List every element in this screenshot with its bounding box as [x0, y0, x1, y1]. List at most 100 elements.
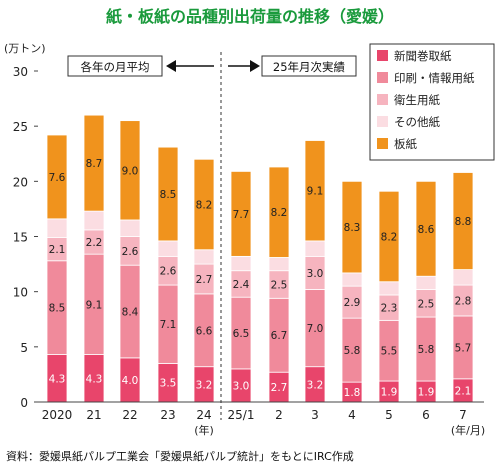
bar-value-label: 2.3: [381, 303, 398, 315]
legend-swatch: [377, 50, 388, 61]
bar-value-label: 5.8: [418, 344, 435, 356]
legend-swatch: [377, 138, 388, 149]
bar-value-label: 8.2: [196, 200, 213, 212]
x-tick-label: 23: [160, 408, 175, 422]
bar-stack-group: 4.3 8.5 2.1 7.6 4.3 9.1 2.2 8.7 4.0 8.4 2.6 9.0 3.5 7…: [46, 114, 474, 403]
bar-segment: [378, 190, 400, 283]
x-tick-label: 4: [348, 408, 356, 422]
bar-segment: [230, 171, 252, 257]
x-tick-label: 2020: [42, 408, 73, 422]
legend-swatch: [377, 72, 388, 83]
bar-value-label: 3.0: [307, 268, 324, 280]
x-axis-tick-labels: 2020 21 22 23 24 25/1 2 3 4 5 6 7: [42, 408, 467, 422]
bar-segment: [157, 240, 179, 257]
y-tick-label: 25: [13, 120, 28, 134]
legend-item: 板紙: [377, 137, 417, 151]
legend-item: 新聞巻取紙: [377, 49, 452, 63]
bar-segment: [304, 240, 326, 257]
y-tick-label: 20: [13, 175, 28, 189]
bar-value-label: 2.7: [196, 274, 213, 286]
bar-stack: 4.3 9.1 2.2 8.7: [83, 114, 105, 403]
legend-label: 板紙: [394, 137, 417, 151]
bar-value-label: 8.6: [418, 224, 435, 236]
bar-value-label: 2.6: [160, 266, 177, 278]
bar-value-label: 8.5: [160, 189, 177, 201]
bar-value-label: 2.7: [271, 382, 288, 394]
y-tick-label: 10: [13, 286, 28, 300]
bar-segment: [341, 180, 363, 274]
bar-value-label: 9.1: [86, 299, 103, 311]
bar-segment: [378, 281, 400, 296]
arrow-right-icon: [228, 60, 260, 72]
x-tick-label: 22: [122, 408, 137, 422]
bar-segment: [268, 257, 290, 272]
bar-segment: [341, 272, 363, 287]
bar-value-label: 2.5: [418, 298, 435, 310]
bar-value-label: 9.0: [122, 165, 139, 177]
x-axis-unit-month: (年/月): [451, 423, 485, 437]
bar-segment: [268, 166, 290, 258]
y-tick-label: 15: [13, 231, 28, 245]
bar-value-label: 2.1: [49, 244, 66, 256]
bar-value-label: 7.6: [49, 172, 66, 184]
bar-value-label: 1.8: [344, 387, 361, 399]
bar-segment: [452, 269, 474, 286]
legend-swatch: [377, 116, 388, 127]
bar-value-label: 3.2: [196, 379, 213, 391]
bar-segment: [83, 114, 105, 212]
bar-value-label: 7.7: [233, 209, 250, 221]
bar-stack: 2.1 5.7 2.8 8.8: [452, 172, 474, 403]
legend-label: 新聞巻取紙: [394, 49, 452, 63]
x-tick-label: 25/1: [228, 408, 255, 422]
bar-value-label: 2.2: [86, 237, 103, 249]
bar-value-label: 6.7: [271, 330, 288, 342]
bar-segment: [193, 158, 215, 251]
y-tick-label: 0: [20, 396, 28, 410]
bar-value-label: 3.0: [233, 380, 250, 392]
bar-stack: 1.8 5.8 2.9 8.3: [341, 180, 363, 403]
bar-segment: [415, 275, 437, 290]
bar-segment: [119, 120, 141, 221]
bar-value-label: 8.7: [86, 158, 103, 170]
bar-segment: [83, 210, 105, 231]
bar-segment: [119, 219, 141, 237]
bar-value-label: 5.7: [455, 342, 472, 354]
annotation-left-box: [67, 55, 163, 77]
bar-value-label: 8.8: [455, 216, 472, 228]
bar-stack: 1.9 5.5 2.3 8.2: [378, 190, 400, 403]
annotation-right-text: 25年月次実績: [273, 60, 346, 74]
bar-value-label: 7.0: [307, 323, 324, 335]
bar-value-label: 8.3: [344, 222, 361, 234]
bar-value-label: 4.3: [49, 373, 66, 385]
bar-stack: 1.9 5.8 2.5 8.6: [415, 180, 437, 403]
legend-label: 印刷・情報用紙: [394, 71, 475, 85]
legend-item: 印刷・情報用紙: [377, 71, 475, 85]
bar-value-label: 8.4: [122, 307, 139, 319]
bar-stack: 4.0 8.4 2.6 9.0: [119, 120, 141, 403]
bar-segment: [157, 146, 179, 242]
bar-value-label: 2.1: [455, 385, 472, 397]
bar-segment: [230, 255, 252, 272]
legend-box: [369, 43, 495, 161]
x-tick-label: 3: [311, 408, 319, 422]
chart-title: 紙・板紙の品種別出荷量の推移（愛媛）: [106, 7, 394, 26]
bar-segment: [46, 134, 68, 220]
bar-value-label: 1.9: [381, 387, 398, 399]
arrow-left-icon: [166, 60, 214, 72]
bar-value-label: 4.3: [86, 373, 103, 385]
bar-stack: 4.3 8.5 2.1 7.6: [46, 134, 68, 403]
bar-value-label: 9.1: [307, 186, 324, 198]
x-tick-label: 6: [422, 408, 430, 422]
bar-stack: 3.2 7.0 3.0 9.1: [304, 140, 326, 403]
bar-segment: [46, 218, 68, 239]
y-tick-label: 5: [20, 341, 28, 355]
source-note: 資料：愛媛県紙パルプ工業会「愛媛県紙パルプ統計」をもとにIRC作成: [6, 449, 354, 463]
bar-value-label: 8.2: [271, 207, 288, 219]
bar-segment: [193, 249, 215, 265]
bar-value-label: 5.5: [381, 346, 398, 358]
y-axis-unit-label: (万トン): [4, 42, 46, 55]
bar-segment: [415, 180, 437, 277]
x-tick-label: 2: [275, 408, 283, 422]
x-tick-label: 5: [385, 408, 393, 422]
